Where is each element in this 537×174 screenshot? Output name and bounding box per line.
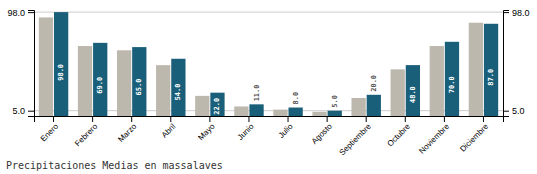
tick: 5.0 [503, 106, 525, 116]
data-label: 98.0 [57, 64, 65, 81]
tick-label: Mayo [196, 122, 217, 143]
tick-label: 5.0 [512, 106, 525, 116]
bar-series [54, 12, 498, 116]
bar [273, 110, 287, 116]
data-label: 65.0 [135, 79, 143, 96]
data-label: 20.0 [370, 75, 378, 92]
bar [171, 59, 185, 116]
tick: Agosto [310, 116, 334, 146]
chart: 98.0 69.0 65.0 54.0 22.0 11.0 8.0 5.0 20.0 48.0 70… [0, 0, 537, 174]
bar [351, 98, 365, 116]
bar [328, 111, 342, 116]
tick: Enero [39, 116, 61, 143]
tick-label: Junio [236, 122, 256, 142]
bar [249, 104, 263, 116]
tick: Febrero [73, 116, 100, 148]
tick-mark [53, 116, 54, 122]
tick-mark [248, 116, 249, 122]
tick: Mayo [196, 116, 217, 142]
tick-mark [170, 116, 171, 122]
y-axis: 5.0 98.0 [7, 8, 34, 117]
bar [132, 47, 146, 116]
tick-label: 5.0 [12, 106, 25, 116]
bar [288, 108, 302, 116]
tick-label: 98.0 [512, 8, 530, 18]
tick: Junio [236, 116, 256, 142]
tick-mark [28, 111, 34, 112]
tick: Noviembre [417, 116, 451, 156]
bar [54, 12, 68, 116]
y2-axis: 5.0 98.0 [503, 8, 530, 117]
tick: 98.0 [7, 8, 34, 18]
tick-mark [503, 111, 509, 112]
tick: 98.0 [503, 8, 530, 18]
bar [39, 17, 53, 116]
title: Precipitaciones Medias en massalaves [6, 160, 223, 171]
bar [156, 65, 170, 116]
axis-line [28, 11, 35, 117]
bar [312, 112, 326, 116]
bar [234, 106, 248, 116]
bar [117, 50, 131, 116]
tick-mark [405, 116, 406, 122]
tick-label: Julio [277, 122, 295, 140]
bar [391, 69, 405, 116]
data-labels: 98.0 69.0 65.0 54.0 22.0 11.0 8.0 5.0 20.0 48.0 70… [57, 64, 495, 115]
axis-line [504, 11, 510, 117]
tick-label: Marzo [116, 122, 138, 144]
tick-label: Abril [160, 122, 178, 140]
bar [195, 96, 209, 116]
tick-mark [327, 116, 328, 122]
axis-line [35, 117, 504, 123]
tick: Abril [160, 116, 178, 140]
data-label: 5.0 [331, 95, 339, 108]
tick-mark [366, 116, 367, 122]
plot-area [39, 12, 498, 116]
tick-mark [28, 12, 34, 13]
bar [367, 95, 381, 116]
tick-mark [131, 116, 132, 122]
bar-series [39, 17, 483, 116]
tick: Diciembre [458, 116, 490, 154]
tick-mark [92, 116, 93, 122]
data-label: 54.0 [174, 84, 182, 101]
tick: Julio [277, 116, 295, 140]
data-label: 11.0 [253, 84, 261, 101]
data-label: 8.0 [292, 92, 300, 105]
tick: Octubre [385, 116, 412, 148]
tick-mark [209, 116, 210, 122]
tick: Marzo [116, 116, 138, 144]
tick-label: Febrero [73, 122, 100, 149]
tick-label: 98.0 [7, 8, 25, 18]
bar [469, 23, 483, 116]
tick-label: Noviembre [417, 122, 451, 156]
bar [78, 46, 92, 116]
bar [484, 24, 498, 116]
bar [93, 43, 107, 116]
tick-label: Diciembre [458, 122, 490, 154]
bar [406, 65, 420, 116]
bar [430, 46, 444, 116]
tick-mark [288, 116, 289, 122]
bar [210, 93, 224, 116]
data-label: 87.0 [487, 69, 495, 86]
tick-label: Enero [39, 122, 61, 144]
data-label: 22.0 [213, 98, 221, 115]
grid-line [34, 12, 503, 13]
tick-mark [444, 116, 445, 122]
tick: 5.0 [12, 106, 34, 116]
tick-label: Agosto [310, 122, 334, 146]
x-axis: Enero Febrero Marzo Abril Mayo Junio Julio Agos… [35, 116, 504, 157]
data-label: 48.0 [409, 86, 417, 103]
tick: Septiembre [338, 116, 374, 157]
data-label: 69.0 [96, 77, 104, 94]
data-label: 70.0 [448, 76, 456, 93]
tick-mark [503, 12, 509, 13]
bar [445, 42, 459, 116]
tick-mark [483, 116, 484, 122]
tick-label: Septiembre [338, 122, 374, 158]
tick-label: Octubre [385, 122, 412, 149]
